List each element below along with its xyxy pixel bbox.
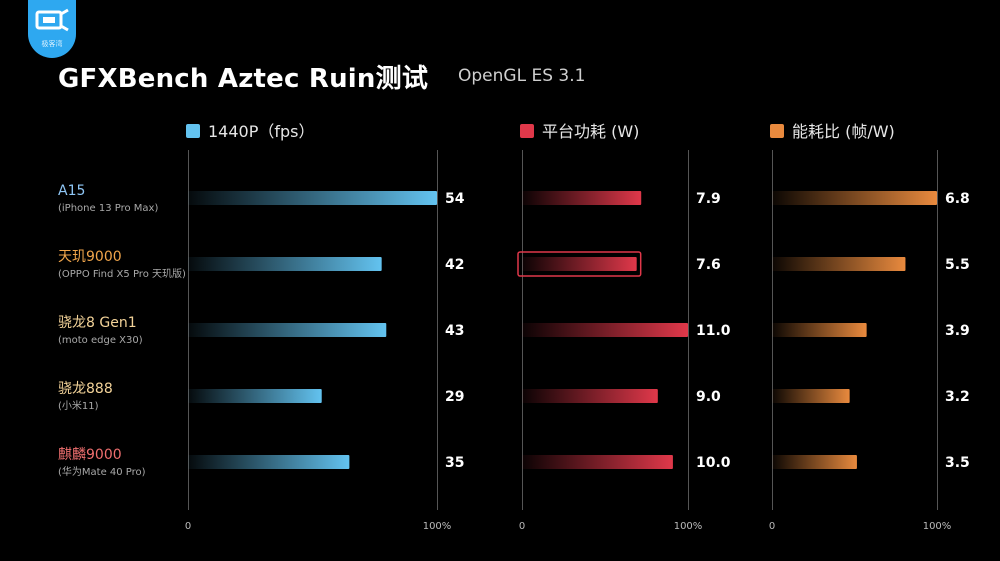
- value-label: 10.0: [696, 455, 731, 471]
- legend-label: 1440P（fps）: [208, 122, 315, 141]
- bar: [188, 323, 387, 337]
- test-bench-logo-icon: [35, 8, 69, 32]
- value-label: 7.9: [696, 191, 721, 207]
- value-label: 3.2: [945, 389, 970, 405]
- page-title: GFXBench Aztec Ruin测试: [58, 64, 429, 94]
- device-name-label: 骁龙8 Gen1: [58, 315, 137, 331]
- axis-tick-label: 0: [519, 521, 525, 532]
- device-model-label: (iPhone 13 Pro Max): [58, 203, 158, 214]
- value-label: 54: [445, 191, 465, 207]
- bar: [522, 191, 642, 205]
- bar: [522, 323, 688, 337]
- value-label: 43: [445, 323, 464, 339]
- bar: [522, 455, 673, 469]
- value-label: 7.6: [696, 257, 721, 273]
- device-model-label: (华为Mate 40 Pro): [58, 465, 146, 478]
- bar: [188, 257, 382, 271]
- bar: [772, 323, 867, 337]
- device-name-label: 天玑9000: [58, 249, 122, 265]
- bar: [772, 191, 937, 205]
- logo-text: 极客湾: [41, 40, 63, 48]
- axis-tick-label: 0: [769, 521, 775, 532]
- bar: [188, 455, 350, 469]
- axis-tick-label: 100%: [674, 521, 703, 532]
- device-model-label: (moto edge X30): [58, 335, 143, 346]
- axis-tick-label: 100%: [423, 521, 452, 532]
- bar: [772, 389, 850, 403]
- axis-tick-label: 0: [185, 521, 191, 532]
- axis-tick-label: 100%: [923, 521, 952, 532]
- highlight-box: [517, 251, 642, 277]
- value-label: 6.8: [945, 191, 970, 207]
- value-label: 3.9: [945, 323, 970, 339]
- value-label: 42: [445, 257, 464, 273]
- page-subtitle: OpenGL ES 3.1: [458, 66, 586, 86]
- bar: [772, 257, 906, 271]
- value-label: 11.0: [696, 323, 731, 339]
- device-name-label: 麒麟9000: [58, 447, 122, 463]
- legend-swatch: [520, 124, 534, 138]
- value-label: 5.5: [945, 257, 970, 273]
- device-name-label: A15: [58, 183, 85, 199]
- bar: [188, 191, 437, 205]
- value-label: 29: [445, 389, 464, 405]
- value-label: 9.0: [696, 389, 721, 405]
- legend-swatch: [770, 124, 784, 138]
- bar: [188, 389, 322, 403]
- bar: [522, 389, 658, 403]
- device-model-label: (小米11): [58, 399, 99, 412]
- legend-swatch: [186, 124, 200, 138]
- bar: [522, 257, 637, 271]
- value-label: 35: [445, 455, 464, 471]
- legend-label: 平台功耗 (W): [542, 122, 639, 141]
- device-model-label: (OPPO Find X5 Pro 天玑版): [58, 267, 186, 280]
- bar: [772, 455, 857, 469]
- legend-label: 能耗比 (帧/W): [792, 122, 895, 141]
- value-label: 3.5: [945, 455, 970, 471]
- device-name-label: 骁龙888: [58, 381, 113, 397]
- brand-logo: 极客湾: [28, 0, 76, 58]
